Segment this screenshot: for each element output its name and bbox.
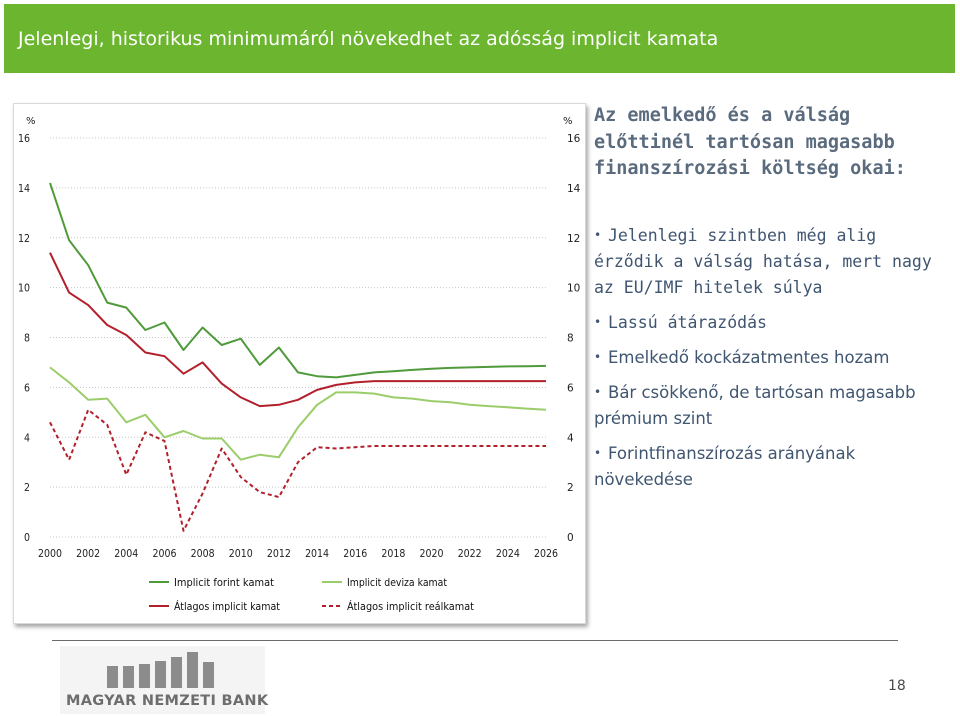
y-tick-label-left: 2 bbox=[24, 482, 30, 494]
logo-text: MAGYAR NEMZETI BANK bbox=[66, 693, 269, 709]
x-tick-label: 2006 bbox=[152, 548, 176, 560]
bullet-item: • Bár csökkenő, de tartósan magasabb prém… bbox=[594, 379, 954, 432]
bullet-list: • Jelenlegi szintben még alig érződik a v… bbox=[594, 222, 954, 501]
y-tick-label-right: 12 bbox=[567, 233, 580, 245]
series-line bbox=[49, 408, 546, 532]
bullet-text: Emelkedő kockázatmentes hozam bbox=[608, 348, 890, 367]
bullet-text: Bár csökkenő, de tartósan magasabb prémi… bbox=[594, 383, 916, 428]
x-tick-label: 2018 bbox=[381, 548, 405, 560]
legend-label: Átlagos implicit kamat bbox=[174, 600, 280, 613]
bullet-icon: • bbox=[594, 228, 602, 242]
x-tick-label: 2014 bbox=[305, 548, 329, 560]
bullet-icon: • bbox=[594, 385, 602, 399]
y-tick-label-left: 0 bbox=[24, 532, 30, 544]
y-tick-label-right: 16 bbox=[567, 133, 581, 145]
y-tick-label-left: 8 bbox=[24, 333, 30, 345]
bullet-item: • Emelkedő kockázatmentes hozam bbox=[594, 344, 954, 371]
y-tick-label-left: 4 bbox=[24, 432, 30, 444]
footer-divider bbox=[52, 640, 898, 641]
bullet-item: • Lassú átárazódás bbox=[594, 309, 954, 336]
logo-bars-icon bbox=[107, 650, 217, 688]
mnb-logo: MAGYAR NEMZETI BANK bbox=[60, 646, 269, 714]
y-tick-label-left: 6 bbox=[24, 382, 30, 394]
chart-panel: 0 0 2 2 4 4 6 6 8 8 10 10 12 12 14 14 16 16%% 2000 2002 2004… bbox=[13, 103, 586, 624]
x-tick-label: 2020 bbox=[420, 548, 444, 560]
bullet-text: Lassú átárazódás bbox=[608, 313, 767, 332]
heading: Az emelkedő és a válság előttinél tartós… bbox=[594, 105, 906, 179]
line-chart: 0 0 2 2 4 4 6 6 8 8 10 10 12 12 14 14 16 16% % 2000 2002 2004… bbox=[18, 116, 581, 613]
y-tick-label-right: 10 bbox=[567, 283, 580, 295]
bullet-text: Forintfinanszírozás arányának növekedése bbox=[594, 444, 856, 489]
y-tick-label-left: 10 bbox=[18, 283, 30, 295]
x-tick-label: 2022 bbox=[458, 548, 482, 560]
x-tick-label: 2002 bbox=[76, 548, 100, 560]
x-tick-label: 2004 bbox=[114, 548, 138, 560]
x-tick-label: 2012 bbox=[267, 548, 291, 560]
series-line bbox=[49, 252, 546, 408]
y-tick-label-right: 0 bbox=[567, 532, 574, 544]
y-tick-label-right: 2 bbox=[567, 482, 574, 494]
bullet-icon: • bbox=[594, 446, 602, 460]
y-tick-label-right: 4 bbox=[567, 432, 574, 444]
bullet-icon: • bbox=[594, 350, 602, 364]
y-tick-label-right: 6 bbox=[567, 382, 574, 394]
series-line bbox=[49, 366, 547, 461]
x-tick-label: 2026 bbox=[534, 548, 558, 560]
page-number: 18 bbox=[888, 678, 906, 694]
y-tick-label-left: 12 bbox=[18, 233, 30, 245]
y-tick-label-right: 14 bbox=[567, 183, 581, 195]
bullet-item: • Jelenlegi szintben még alig érződik a v… bbox=[594, 222, 954, 301]
bullet-item: • Forintfinanszírozás arányának növekedés… bbox=[594, 440, 954, 493]
y-tick-label-right: 8 bbox=[567, 333, 574, 345]
x-tick-label: 2016 bbox=[343, 548, 367, 560]
y-tick-label-left: 14 bbox=[18, 183, 30, 195]
legend-label: Implicit deviza kamat bbox=[347, 576, 447, 589]
bullet-text: Jelenlegi szintben még alig érződik a vá… bbox=[594, 226, 932, 297]
x-tick-label: 2010 bbox=[229, 548, 253, 560]
x-tick-label: 2008 bbox=[191, 548, 215, 560]
title-bar: Jelenlegi, historikus minimumáról növeke… bbox=[4, 4, 955, 73]
y-axis-unit-left: % bbox=[26, 116, 36, 127]
slide-title: Jelenlegi, historikus minimumáról növeke… bbox=[18, 28, 719, 50]
y-axis-unit-right: % bbox=[563, 116, 573, 127]
legend-label: Implicit forint kamat bbox=[174, 576, 274, 589]
x-tick-label: 2024 bbox=[496, 548, 520, 560]
y-tick-label-left: 16 bbox=[18, 133, 30, 145]
bullet-icon: • bbox=[594, 315, 602, 329]
legend-label: Átlagos implicit reálkamat bbox=[347, 600, 474, 613]
x-tick-label: 2000 bbox=[38, 548, 62, 560]
series-line bbox=[49, 182, 547, 379]
